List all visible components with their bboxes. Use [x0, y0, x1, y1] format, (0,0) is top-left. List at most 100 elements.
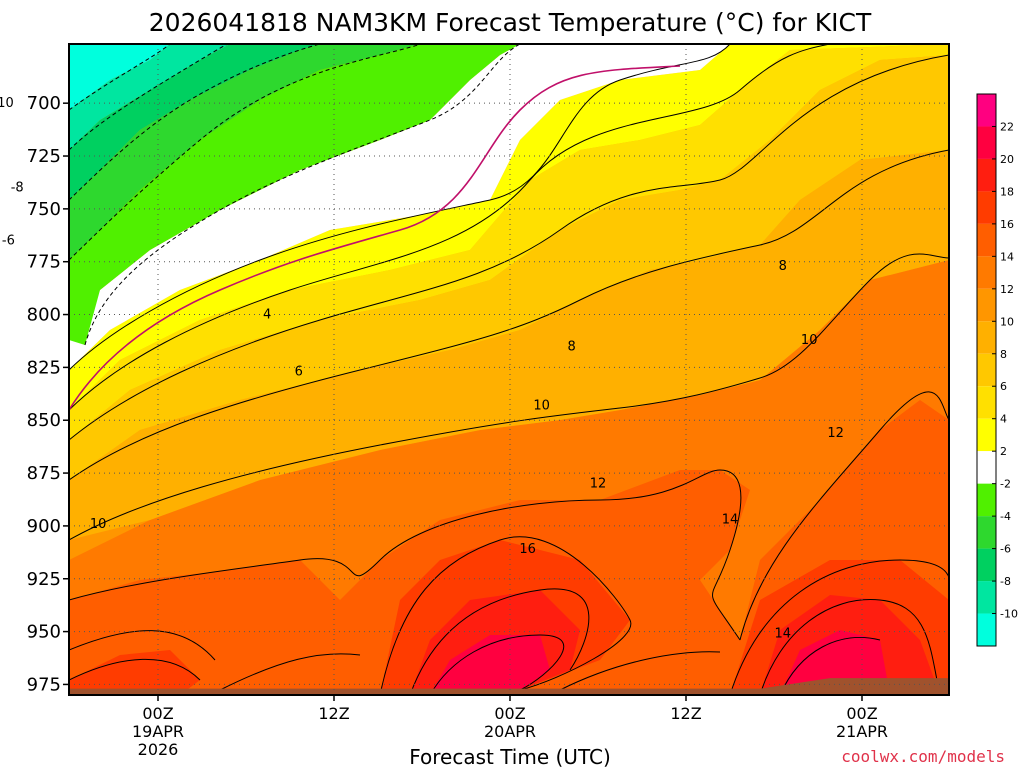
y-tick-label: 725 [27, 146, 61, 167]
colorbar-swatch [977, 321, 996, 354]
y-tick-label: 850 [27, 410, 61, 431]
colorbar-label: 18 [1000, 185, 1014, 198]
contour-line [69, 469, 742, 641]
contour-label: 14 [722, 513, 739, 528]
x-tick-date: 20APR [484, 722, 536, 741]
contour-label: 14 [775, 627, 792, 642]
colorbar-swatch [977, 451, 996, 484]
band-20 [430, 635, 550, 695]
contour-line [69, 44, 421, 261]
plot-frame [68, 43, 950, 696]
ground-strip [69, 678, 949, 695]
credit-text: coolwx.com/models [841, 747, 1005, 766]
colorbar-label: 20 [1000, 153, 1014, 166]
colorbar-swatch [977, 126, 996, 159]
contour-line [409, 588, 590, 695]
band-m8 [69, 44, 230, 150]
y-tick-label: 950 [27, 622, 61, 643]
colorbar-swatch [977, 581, 996, 614]
x-tick-date: 21APR [836, 722, 888, 741]
x-tick-label: 12Z [670, 704, 701, 723]
colorbar-swatch [977, 223, 996, 257]
contour-label: 10 [533, 398, 550, 413]
colorbar-swatch [977, 386, 996, 419]
y-axis: 700 725 750 775 800 825 850 875 900 925 950 975 [27, 93, 69, 695]
contour-line [69, 44, 831, 411]
band-16-left [69, 650, 200, 695]
colorbar-label: 8 [1000, 348, 1007, 361]
colorbar-label: 12 [1000, 283, 1014, 296]
band-10 [69, 150, 949, 540]
contour-label: -8 [11, 181, 24, 196]
y-tick-label: 975 [27, 674, 61, 695]
contour-label: -6 [2, 234, 15, 249]
contour-label: 8 [779, 259, 787, 274]
contour-line [429, 634, 565, 695]
band-0 [69, 44, 730, 370]
colorbar-swatch [977, 418, 996, 452]
colorbar-swatch [977, 288, 996, 322]
band-m4 [69, 44, 420, 260]
contour-line [379, 536, 632, 695]
contour-line [69, 44, 171, 111]
contour-label: 8 [567, 339, 575, 354]
colorbar-swatch [977, 483, 996, 517]
contour-line [69, 658, 201, 681]
colorbar-frame [976, 93, 997, 647]
band-m10 [69, 44, 170, 110]
contour-line [759, 599, 941, 695]
colorbar-label: 4 [1000, 413, 1007, 426]
y-tick-label: 775 [27, 252, 61, 273]
y-tick-label: 925 [27, 569, 61, 590]
contour-line [779, 636, 881, 695]
contour-line [69, 44, 321, 201]
colorbar-swatch [977, 516, 996, 549]
gridlines [69, 44, 949, 695]
colorbar-label: 2 [1000, 445, 1007, 458]
contour-line [69, 44, 731, 371]
contour-line [84, 44, 521, 346]
colorbar-label: -2 [1000, 478, 1011, 491]
y-tick-label: 750 [27, 199, 61, 220]
colorbar-swatch [977, 613, 996, 646]
colorbar-label: 6 [1000, 380, 1007, 393]
contour-label: 12 [590, 477, 607, 492]
colorbar-label: 16 [1000, 218, 1014, 231]
contour-label: 16 [519, 542, 536, 557]
y-tick-label: 900 [27, 516, 61, 537]
colorbar-label: -4 [1000, 510, 1011, 523]
contour-label: 6 [295, 365, 303, 380]
contour-line [559, 651, 721, 691]
colorbar-label: 10 [1000, 315, 1014, 328]
y-tick-label: 875 [27, 463, 61, 484]
colorbar-label: 22 [1000, 120, 1014, 133]
contour-line [69, 65, 681, 411]
contour-line [69, 54, 949, 441]
colorbar-swatch [977, 256, 996, 289]
x-tick-year: 2026 [138, 740, 179, 759]
colorbar: 22 20 18 16 14 12 10 8 6 4 2 -2 -4 -6 -8 -10 [976, 93, 1018, 647]
contour-label: 10 [801, 333, 818, 348]
contour-line [219, 653, 361, 691]
x-tick-date: 19APR [132, 722, 184, 741]
y-tick-label: 825 [27, 357, 61, 378]
colorbar-label: -8 [1000, 575, 1011, 588]
contour-line [69, 44, 231, 151]
x-tick-label: 12Z [318, 704, 349, 723]
colorbar-label: -6 [1000, 543, 1011, 556]
colorbar-label: 14 [1000, 250, 1014, 263]
x-tick-label: 00Z [846, 704, 877, 723]
contour-line [69, 149, 949, 481]
y-tick-label: 800 [27, 305, 61, 326]
colorbar-swatch [977, 548, 996, 582]
colorbar-label: -10 [1000, 608, 1018, 621]
contour-line [729, 559, 949, 695]
x-tick-label: 00Z [142, 704, 173, 723]
temperature-field [69, 44, 949, 695]
x-tick-label: 00Z [494, 704, 525, 723]
band-8 [69, 55, 949, 480]
contour-label: 12 [827, 426, 844, 441]
contour-label: 10 [90, 517, 107, 532]
